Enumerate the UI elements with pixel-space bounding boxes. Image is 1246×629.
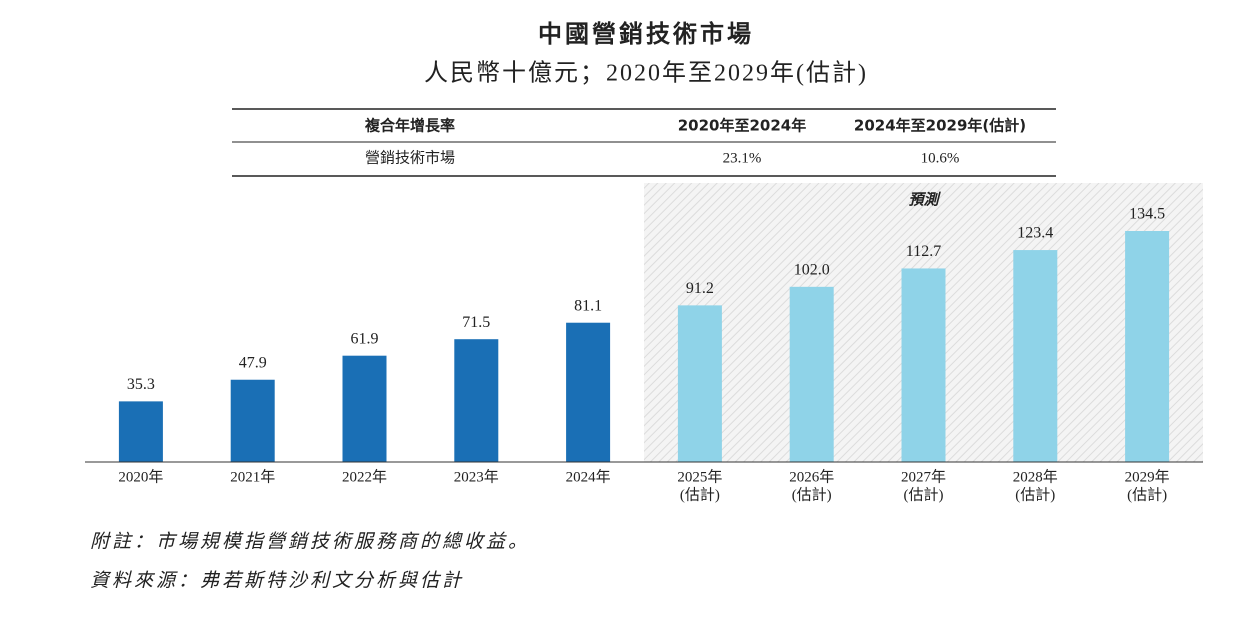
x-tick-label: (估計) — [1015, 486, 1055, 503]
table-cell: 營銷技術市場 — [365, 149, 455, 166]
title: 中國營銷技術市場 — [538, 20, 754, 48]
value-label: 81.1 — [574, 297, 602, 314]
value-label: 102.0 — [794, 261, 830, 278]
value-label: 123.4 — [1017, 225, 1053, 242]
value-label: 47.9 — [239, 354, 267, 371]
value-label: 35.3 — [127, 376, 155, 393]
bar — [230, 379, 275, 462]
x-tick-label: (估計) — [792, 486, 832, 503]
subtitle: 人民幣十億元；2020年至2029年(估計) — [424, 60, 868, 87]
source: 資料來源：弗若斯特沙利文分析與估計 — [90, 569, 464, 591]
bar — [454, 339, 499, 462]
x-tick-label: 2027年 — [901, 468, 946, 485]
bar — [901, 268, 946, 462]
table-header: 2024年至2029年(估計) — [854, 117, 1026, 135]
bar — [566, 322, 611, 462]
value-label: 61.9 — [351, 330, 379, 347]
x-tick-label: 2029年 — [1125, 468, 1170, 485]
x-tick-label: 2025年 — [677, 468, 722, 485]
bar — [789, 286, 834, 462]
value-label: 134.5 — [1129, 206, 1165, 223]
bar — [677, 305, 722, 462]
x-tick-label: 2023年 — [454, 468, 499, 485]
x-tick-label: 2022年 — [342, 468, 387, 485]
table-header: 複合年增長率 — [364, 117, 455, 135]
bar — [1013, 250, 1058, 462]
x-tick-label: 2026年 — [789, 468, 834, 485]
x-tick-label: 2021年 — [230, 468, 275, 485]
forecast-label: 預測 — [908, 191, 941, 209]
bar — [1125, 231, 1170, 462]
x-tick-label: 2020年 — [118, 468, 163, 485]
bar — [118, 401, 163, 462]
x-tick-label: 2028年 — [1013, 468, 1058, 485]
x-tick-label: (估計) — [680, 486, 720, 503]
x-tick-label: 2024年 — [566, 468, 611, 485]
value-label: 71.5 — [462, 314, 490, 331]
bar — [342, 355, 387, 462]
plot: 預測 35.3 2020年 47.9 2021年 61.9 2022年 71.5 2023年 81… — [85, 183, 1203, 503]
x-tick-label: (估計) — [904, 486, 944, 503]
table-cell: 23.1% — [723, 150, 762, 166]
note: 附註：市場規模指營銷技術服務商的總收益。 — [90, 530, 530, 552]
table-cell: 10.6% — [921, 150, 960, 166]
value-label: 112.7 — [906, 243, 941, 260]
x-tick-label: (估計) — [1127, 486, 1167, 503]
value-label: 91.2 — [686, 280, 714, 297]
cagr-table: 複合年增長率 2020年至2024年 2024年至2029年(估計) 營銷技術市… — [232, 108, 1056, 177]
table-header: 2020年至2024年 — [678, 117, 807, 135]
